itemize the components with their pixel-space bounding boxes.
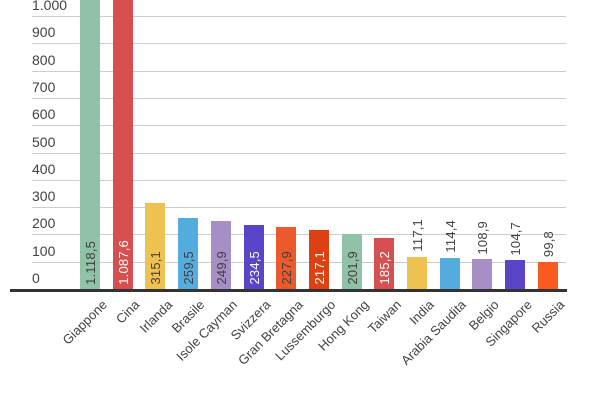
bar-value-label: 234,5 [246,251,262,285]
y-axis-tick-label: 800 [32,51,56,68]
bar-value-label: 99,8 [540,230,556,257]
bar[interactable] [112,0,133,289]
bar[interactable] [276,226,297,289]
y-axis-tick-label: 300 [32,188,56,205]
bar[interactable] [145,203,166,289]
gridline [32,43,566,45]
y-axis-tick-label: 700 [32,78,56,95]
y-axis-tick-label: 600 [32,106,56,123]
bar-value-label: 114,4 [442,220,458,253]
bar[interactable] [210,220,231,289]
bar-value-label: 249,9 [213,251,229,285]
y-axis-tick-label: 900 [32,24,56,41]
y-axis-tick-label: 400 [32,160,56,177]
x-axis-category-label: Irlanda [136,297,176,336]
gridline [32,70,566,72]
bar[interactable] [537,261,558,289]
bar[interactable] [505,260,526,289]
bar-value-label: 217,1 [311,251,327,285]
x-axis-category-label: Russia [528,297,568,336]
x-axis-category-label: Taiwan [364,297,404,337]
gridline [32,179,566,181]
bar[interactable] [243,225,264,289]
y-axis-tick-label: 0 [32,270,40,286]
gridline [32,234,566,236]
y-axis-tick-label: 500 [32,133,56,150]
bar-value-label: 108,9 [475,220,491,255]
bar[interactable] [341,233,362,289]
bar-value-label: 227,9 [279,251,295,285]
gridline [32,125,566,127]
bar-value-label: 117,1 [410,219,425,252]
gridline [32,261,566,263]
bar-value-label: 315,1 [148,251,164,285]
bar-value-label: 1.087,6 [115,240,131,285]
bar[interactable] [439,257,460,289]
bar-value-label: 259,5 [181,251,197,285]
bar[interactable] [80,0,100,289]
bar[interactable] [472,259,493,289]
gridline [32,97,566,99]
bar[interactable] [374,238,395,289]
gridline [32,207,566,209]
y-axis-tick-label: 200 [32,215,56,232]
x-axis-line [10,289,567,292]
gridline [32,152,566,154]
x-axis-category-label: Giappone [59,297,110,348]
gridline [32,16,566,17]
bar[interactable] [407,257,427,289]
bar-value-label: 104,7 [508,221,524,256]
bar-value-label: 185,2 [377,251,393,285]
y-axis-tick-label: 1.000 [32,0,68,13]
bar-value-label: 201,9 [344,251,360,285]
bar[interactable] [178,218,199,289]
y-axis-tick-label: 100 [32,242,56,259]
bar-value-label: 1.118,5 [83,241,98,285]
bar[interactable] [308,229,329,289]
